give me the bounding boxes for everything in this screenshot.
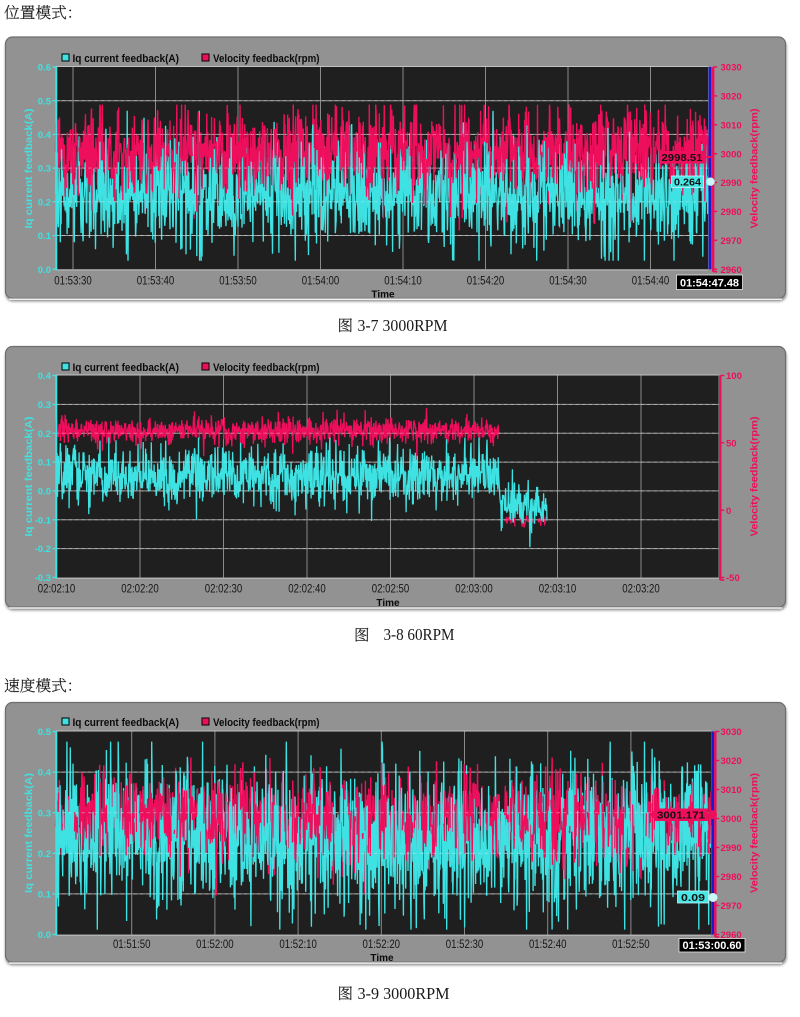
svg-text:2980: 2980 — [721, 872, 742, 883]
svg-text:2990: 2990 — [721, 178, 742, 189]
svg-text:01:54:20: 01:54:20 — [467, 274, 505, 288]
svg-text:0.4: 0.4 — [38, 768, 52, 779]
svg-text:Iq current feedback(A): Iq current feedback(A) — [23, 773, 35, 893]
svg-text:0.1: 0.1 — [38, 890, 52, 901]
svg-text:02:03:00: 02:03:00 — [455, 581, 493, 595]
svg-text:01:53:00.60: 01:53:00.60 — [683, 940, 742, 952]
svg-text:01:52:20: 01:52:20 — [363, 937, 401, 951]
svg-text:Iq current feedback(A): Iq current feedback(A) — [73, 717, 180, 729]
svg-text:01:53:30: 01:53:30 — [54, 274, 92, 288]
svg-text:02:02:20: 02:02:20 — [121, 581, 159, 595]
svg-text:0: 0 — [726, 506, 731, 517]
svg-text:Time: Time — [370, 953, 394, 964]
svg-text:0.0: 0.0 — [38, 265, 51, 276]
svg-text:02:02:40: 02:02:40 — [288, 581, 326, 595]
svg-text:01:53:50: 01:53:50 — [219, 274, 257, 288]
svg-text:Velocity feedback(rpm): Velocity feedback(rpm) — [749, 417, 761, 537]
svg-text:2990: 2990 — [721, 843, 742, 854]
svg-text:0.6: 0.6 — [38, 63, 51, 74]
svg-text:3030: 3030 — [721, 63, 742, 74]
svg-text:3010: 3010 — [721, 785, 742, 796]
svg-text:02:03:20: 02:03:20 — [622, 581, 660, 595]
svg-text:0.0: 0.0 — [38, 487, 51, 498]
svg-text:0.4: 0.4 — [38, 130, 52, 141]
svg-text:0.2: 0.2 — [38, 197, 51, 208]
svg-text:01:54:00: 01:54:00 — [302, 274, 340, 288]
svg-text:02:02:30: 02:02:30 — [205, 581, 243, 595]
svg-text:Iq current feedback(A): Iq current feedback(A) — [23, 417, 35, 537]
svg-text:Iq current feedback(A): Iq current feedback(A) — [73, 53, 180, 65]
svg-text:Iq current feedback(A): Iq current feedback(A) — [73, 362, 180, 374]
svg-text:-0.1: -0.1 — [35, 515, 52, 526]
svg-text:02:02:50: 02:02:50 — [372, 581, 410, 595]
svg-text:3-7 3000RPM: 3-7 3000RPM — [358, 316, 448, 335]
svg-text:Velocity feedback(rpm): Velocity feedback(rpm) — [213, 717, 320, 729]
svg-text:3-9 3000RPM: 3-9 3000RPM — [358, 984, 450, 1003]
svg-text:3001.171: 3001.171 — [657, 810, 705, 822]
svg-text:01:52:10: 01:52:10 — [279, 937, 317, 951]
svg-text:01:51:50: 01:51:50 — [113, 937, 151, 951]
svg-text:50: 50 — [726, 438, 737, 449]
svg-text:Velocity feedback(rpm): Velocity feedback(rpm) — [749, 109, 761, 229]
svg-text:2980: 2980 — [721, 207, 742, 218]
svg-text:-0.3: -0.3 — [35, 573, 51, 584]
svg-text:01:54:10: 01:54:10 — [384, 274, 422, 288]
svg-text:01:52:00: 01:52:00 — [196, 937, 234, 951]
svg-text:0.0: 0.0 — [38, 930, 51, 941]
svg-text:100: 100 — [726, 371, 742, 382]
svg-text:3020: 3020 — [721, 756, 742, 767]
svg-text:01:53:40: 01:53:40 — [137, 274, 175, 288]
svg-text:0.09: 0.09 — [681, 892, 705, 904]
svg-text:2998.51: 2998.51 — [662, 152, 703, 164]
svg-text:Iq current feedback(A): Iq current feedback(A) — [23, 109, 35, 229]
svg-text:3010: 3010 — [721, 120, 742, 131]
svg-text:0.3: 0.3 — [38, 164, 51, 175]
svg-text:2960: 2960 — [721, 265, 742, 276]
svg-text:3-8 60RPM: 3-8 60RPM — [384, 625, 455, 644]
svg-text:2970: 2970 — [721, 236, 742, 247]
svg-text:2970: 2970 — [721, 901, 742, 912]
svg-text:0.5: 0.5 — [38, 727, 52, 738]
svg-text:01:54:30: 01:54:30 — [549, 274, 587, 288]
svg-text:0.2: 0.2 — [38, 429, 51, 440]
svg-text:01:52:30: 01:52:30 — [446, 937, 484, 951]
svg-text:02:03:10: 02:03:10 — [539, 581, 577, 595]
svg-text:0.4: 0.4 — [38, 371, 52, 382]
svg-text:Velocity feedback(rpm): Velocity feedback(rpm) — [749, 773, 761, 893]
svg-text:01:52:50: 01:52:50 — [612, 937, 650, 951]
svg-text:01:54:47.48: 01:54:47.48 — [680, 277, 739, 289]
svg-text:Time: Time — [376, 598, 400, 609]
svg-text:2960: 2960 — [721, 930, 742, 941]
svg-text:01:52:40: 01:52:40 — [529, 937, 567, 951]
svg-text:3000: 3000 — [721, 814, 742, 825]
svg-text:0.3: 0.3 — [38, 808, 51, 819]
svg-text:3000: 3000 — [721, 149, 742, 160]
svg-text:Velocity feedback(rpm): Velocity feedback(rpm) — [213, 362, 320, 374]
svg-text:-50: -50 — [726, 573, 740, 584]
svg-text:0.1: 0.1 — [38, 231, 52, 242]
svg-text:3020: 3020 — [721, 92, 742, 103]
svg-text:Time: Time — [371, 289, 395, 300]
svg-text:0.264: 0.264 — [674, 177, 701, 189]
svg-text:01:54:40: 01:54:40 — [632, 274, 670, 288]
svg-text:0.2: 0.2 — [38, 849, 51, 860]
svg-text:02:02:10: 02:02:10 — [38, 581, 76, 595]
svg-text:Velocity feedback(rpm): Velocity feedback(rpm) — [213, 53, 320, 65]
svg-text:0.1: 0.1 — [38, 458, 52, 469]
svg-text:3030: 3030 — [721, 727, 742, 738]
svg-text:0.3: 0.3 — [38, 400, 51, 411]
svg-text:0.5: 0.5 — [38, 96, 52, 107]
svg-text:-0.2: -0.2 — [35, 544, 51, 555]
